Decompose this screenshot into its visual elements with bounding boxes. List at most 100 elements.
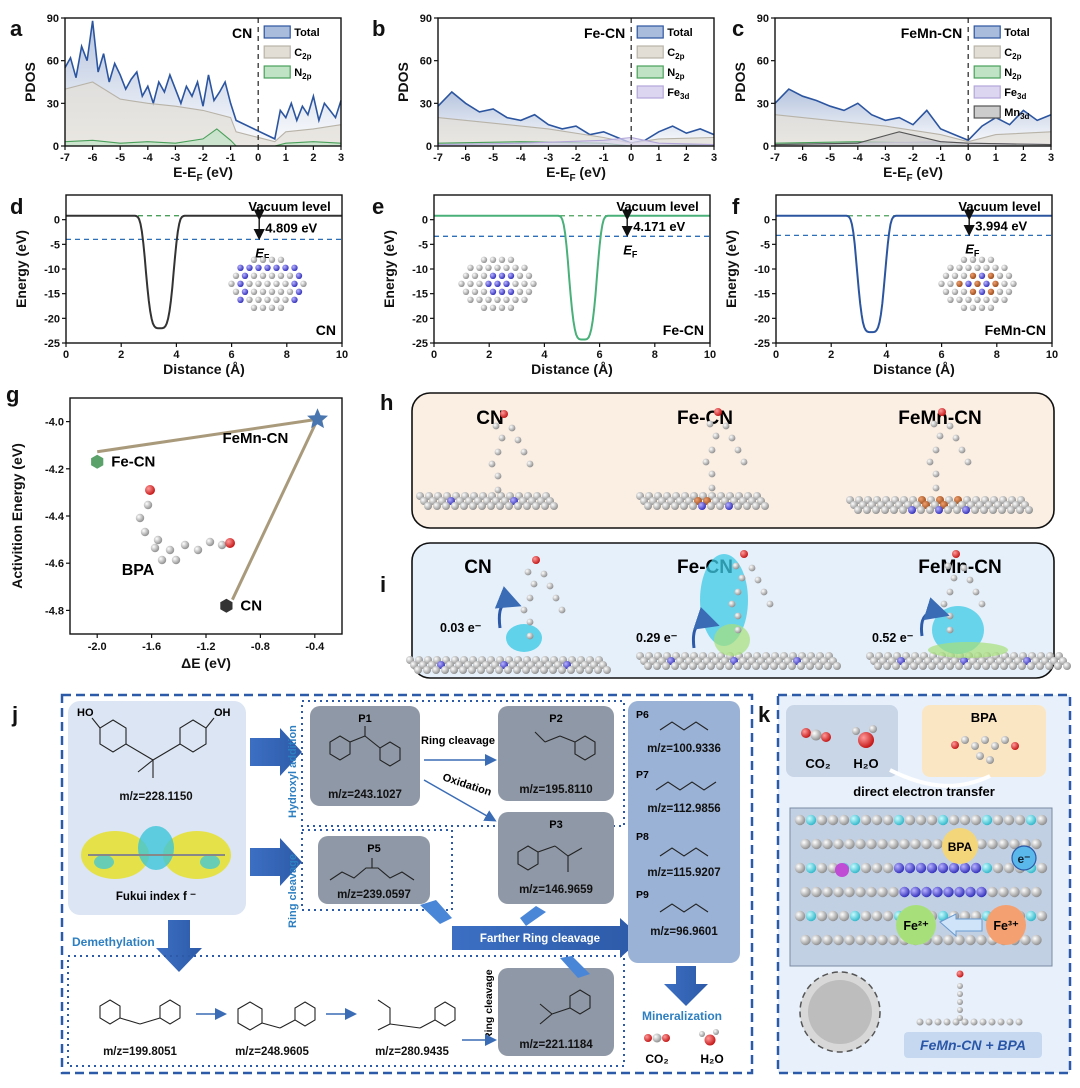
molecule-atom: [526, 460, 534, 468]
k-mini-model: [916, 970, 1023, 1026]
k-sheet-atom: [943, 886, 954, 898]
sheet-atom: [1045, 662, 1053, 670]
molecule-atom: [540, 570, 548, 578]
sheet-atom: [478, 502, 486, 510]
atom: [286, 288, 294, 295]
molecule-atom: [546, 582, 554, 590]
atom: [246, 280, 253, 287]
legend-label-b-2: N2p: [667, 67, 684, 81]
k-mini-atom: [957, 1015, 963, 1021]
svg-text:P2: P2: [549, 713, 562, 725]
xtick-label-d-2: 4: [173, 349, 180, 361]
k-bpa-site-label: BPA: [948, 840, 973, 854]
molecule-atom: [494, 448, 502, 456]
potential-curve-d: [66, 214, 342, 330]
k-sheet-atom: [1009, 886, 1020, 898]
sheet-atom: [603, 666, 611, 674]
k-sheet-atom: [937, 862, 949, 874]
atom: [947, 280, 954, 287]
legend-swatch-a-1: [263, 45, 291, 59]
molecule-atom: [494, 472, 502, 480]
k-sheet-atom: [1031, 934, 1042, 946]
k-sheet-atom: [855, 838, 866, 850]
plot-frame-f: [775, 194, 1053, 344]
atom: [268, 288, 276, 295]
xtick-label-a-1: -6: [88, 152, 98, 164]
k-sheet-atom: [937, 814, 949, 826]
plot-frame-d: [65, 194, 343, 344]
atom: [476, 296, 483, 303]
ytick-label-f-1: -20: [754, 313, 770, 325]
xtick-label-g-3: -0.8: [251, 641, 270, 653]
k-sheet-atom: [976, 838, 987, 850]
sheet-atom: [908, 506, 916, 514]
k-sheet-atom: [959, 814, 971, 826]
vacuum-label-f: Vacuum level: [958, 199, 1040, 214]
k-sheet-atom: [877, 934, 888, 946]
structure-label-d: CN: [316, 322, 336, 338]
sheet-atom: [874, 662, 882, 670]
ylabel-g: Activition Energy (eV): [9, 443, 25, 588]
panel-label-h: h: [380, 390, 393, 415]
ytick-label-d-4: -5: [50, 239, 60, 251]
panel-j-frame: [60, 693, 754, 1075]
atom: [480, 272, 488, 279]
xtick-label-b-1: -6: [461, 152, 471, 164]
molecule-atom: [946, 422, 954, 430]
sheet-atom: [680, 662, 688, 670]
hydroxyl-zone: [301, 700, 625, 827]
pdos-line-b-1: [437, 117, 715, 144]
k-sheet-atom: [871, 814, 883, 826]
k-sheet-atom: [822, 934, 833, 946]
sheet-atom: [487, 502, 495, 510]
sheet-atom: [1000, 662, 1008, 670]
k-sheet-atom: [827, 910, 839, 922]
pdos-line-a-1: [64, 81, 342, 143]
atom: [489, 288, 497, 295]
xlabel-sub-b: F: [569, 173, 575, 184]
sheet-atom: [982, 662, 990, 670]
atom: [987, 288, 995, 295]
atom: [974, 280, 981, 287]
k-sheet-atom: [882, 814, 894, 826]
sheet-atom: [1036, 662, 1044, 670]
k-mini-atom: [925, 1018, 933, 1026]
molecule-atom: [932, 484, 940, 492]
molecule-atom: [978, 600, 986, 608]
bpa-atom: [145, 485, 155, 495]
k-sheet-atom: [822, 886, 833, 898]
sheet-atom: [725, 502, 733, 510]
sheet-atom: [716, 662, 724, 670]
sheet-atom: [1007, 506, 1015, 514]
i-label-cn: CN: [464, 557, 491, 578]
sheet-atom: [550, 502, 558, 510]
sheet-atom: [892, 662, 900, 670]
legend-label-a-1: C2p: [294, 47, 311, 61]
k-sheet-atom: [937, 910, 949, 922]
atom: [494, 264, 501, 271]
ylabel-e: Energy (eV): [381, 230, 397, 308]
ef-sub-d: F: [264, 252, 270, 262]
svg-text:P8: P8: [636, 831, 649, 843]
atom: [498, 256, 506, 263]
ytick-label-f-3: -10: [754, 264, 770, 276]
panel-g: g Fe-CN FeMn-CN CN BPA -2.0 -1.6 -1.2 -0.8 -0.4 -…: [6, 382, 343, 671]
legend-sub-a-2: 2p: [302, 72, 311, 81]
arrow-p1-p3: [423, 779, 497, 822]
panel-label-k: k: [758, 702, 771, 727]
atom: [480, 304, 488, 311]
i-charge-cn: 0.03 e⁻: [440, 621, 482, 635]
k-sheet-atom: [1025, 910, 1037, 922]
k-sheet-atom: [998, 838, 1009, 850]
k-sheet-atom: [794, 910, 806, 922]
xtick-label-a-0: -7: [60, 152, 70, 164]
sheet-atom: [770, 662, 778, 670]
legend-main-b-1: C: [667, 47, 675, 59]
sheet-atom: [460, 502, 468, 510]
sheet-atom: [532, 502, 540, 510]
k-sheet-atom: [844, 838, 855, 850]
k-redox-arrow: [939, 913, 983, 938]
sheet-atom: [955, 662, 963, 670]
atom: [978, 256, 986, 263]
sheet-atom: [734, 662, 742, 670]
